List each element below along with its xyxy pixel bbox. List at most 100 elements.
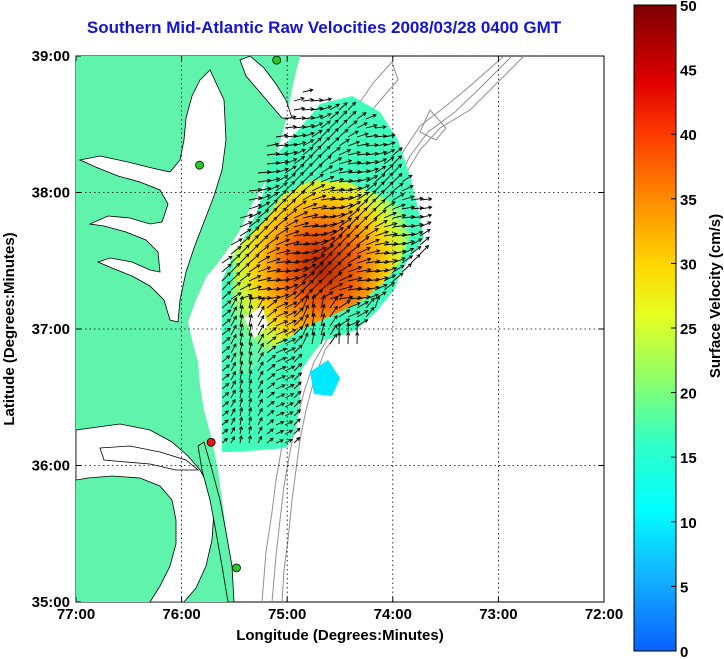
velocity-arrow: [347, 120, 358, 129]
velocity-arrow-head: [367, 267, 372, 273]
velocity-arrows: [221, 88, 433, 444]
velocity-arrow: [356, 319, 368, 327]
velocity-arrow-head: [328, 280, 333, 285]
velocity-arrow: [320, 165, 333, 174]
velocity-arrow-head: [372, 198, 377, 203]
velocity-arrow-head: [256, 264, 261, 269]
velocity-arrow: [374, 296, 380, 309]
velocity-arrow: [311, 313, 315, 327]
velocity-arrow-head: [298, 344, 303, 349]
velocity-arrow-head: [293, 150, 298, 155]
velocity-arrow: [293, 363, 302, 372]
radar-station-marker: [195, 160, 204, 170]
velocity-arrow: [338, 285, 353, 291]
velocity-arrow: [248, 244, 259, 255]
velocity-arrow: [419, 206, 432, 210]
velocity-arrow: [239, 351, 243, 363]
velocity-arrow: [293, 141, 306, 147]
velocity-arrow-head: [280, 420, 285, 425]
velocity-arrow: [221, 392, 229, 399]
velocity-arrow: [293, 372, 302, 381]
velocity-arrow: [311, 184, 325, 192]
velocity-arrow-head: [364, 199, 369, 204]
velocity-arrow: [338, 180, 353, 183]
velocity-arrow: [284, 143, 297, 147]
velocity-arrow-head: [332, 229, 337, 234]
velocity-arrow-head: [346, 331, 351, 336]
velocity-arrow-head: [239, 295, 244, 300]
velocity-arrow-head: [331, 236, 336, 241]
velocity-arrow: [284, 116, 296, 120]
velocity-arrow-head: [265, 201, 271, 206]
velocity-arrow-head: [326, 136, 331, 141]
velocity-arrow-head: [299, 298, 304, 303]
velocity-arrow: [230, 238, 243, 246]
velocity-arrow: [374, 181, 385, 192]
velocity-arrow: [410, 231, 423, 237]
velocity-arrow: [266, 288, 281, 291]
velocity-arrow: [275, 338, 287, 345]
velocity-arrow-head: [347, 263, 352, 268]
velocity-arrow: [257, 235, 269, 246]
velocity-arrow: [329, 111, 339, 120]
velocity-arrow: [266, 354, 276, 363]
velocity-arrow-head: [245, 244, 250, 249]
velocity-arrow: [356, 177, 370, 183]
velocity-arrow-head: [290, 365, 296, 370]
velocity-arrow: [257, 266, 271, 273]
velocity-arrow-head: [288, 429, 294, 434]
velocity-arrow-head: [428, 197, 433, 202]
velocity-arrow: [266, 364, 276, 372]
velocity-arrow-head: [267, 186, 272, 191]
velocity-arrow: [374, 220, 388, 228]
velocity-arrow-head: [317, 145, 322, 150]
velocity-arrow-head: [292, 291, 297, 296]
velocity-arrow-head: [291, 347, 296, 352]
velocity-arrow-head: [248, 295, 253, 300]
velocity-arrow: [293, 437, 300, 444]
velocity-arrow-head: [375, 238, 380, 243]
velocity-arrow-head: [300, 156, 306, 160]
velocity-arrow: [320, 252, 333, 264]
velocity-arrow-head: [339, 177, 345, 182]
velocity-arrow: [356, 162, 370, 165]
velocity-arrow-head: [247, 294, 253, 298]
velocity-arrow-head: [328, 252, 333, 257]
velocity-arrow-head: [418, 238, 423, 243]
velocity-arrow: [266, 336, 277, 345]
velocity-arrow-head: [327, 97, 333, 102]
velocity-arrow-head: [337, 321, 342, 327]
velocity-arrow: [293, 242, 309, 246]
velocity-arrow: [320, 176, 334, 183]
velocity-arrow-head: [292, 329, 297, 333]
colorbar-tick-label: 50: [680, 0, 697, 15]
velocity-arrow: [230, 436, 235, 444]
velocity-arrow-head: [363, 216, 368, 221]
velocity-arrow-head: [301, 190, 306, 195]
y-axis: 39:00 38:00 37:00 36:00 35:00: [32, 48, 604, 611]
velocity-arrow: [356, 258, 371, 264]
velocity-arrow: [266, 247, 280, 255]
velocity-arrow: [275, 134, 288, 138]
velocity-arrow: [320, 270, 332, 282]
velocity-arrow-head: [271, 373, 276, 378]
velocity-arrow-head: [305, 304, 309, 309]
velocity-arrow-head: [322, 194, 327, 199]
velocity-arrow: [365, 250, 380, 255]
velocity-arrow-head: [239, 416, 244, 421]
velocity-arrow: [221, 383, 230, 390]
velocity-arrow: [410, 197, 423, 201]
velocity-arrow-head: [391, 201, 396, 206]
velocity-arrow-head: [327, 113, 332, 117]
velocity-arrow: [221, 410, 229, 417]
velocity-arrow-head: [304, 266, 309, 271]
velocity-arrow-head: [390, 191, 395, 196]
velocity-arrow: [257, 408, 263, 417]
velocity-arrow: [221, 401, 229, 408]
velocity-arrow-head: [398, 147, 403, 152]
velocity-arrow: [338, 102, 348, 111]
velocity-arrow: [221, 429, 228, 435]
velocity-arrow: [275, 144, 288, 147]
velocity-arrow-head: [259, 370, 264, 375]
velocity-arrow: [248, 286, 262, 291]
